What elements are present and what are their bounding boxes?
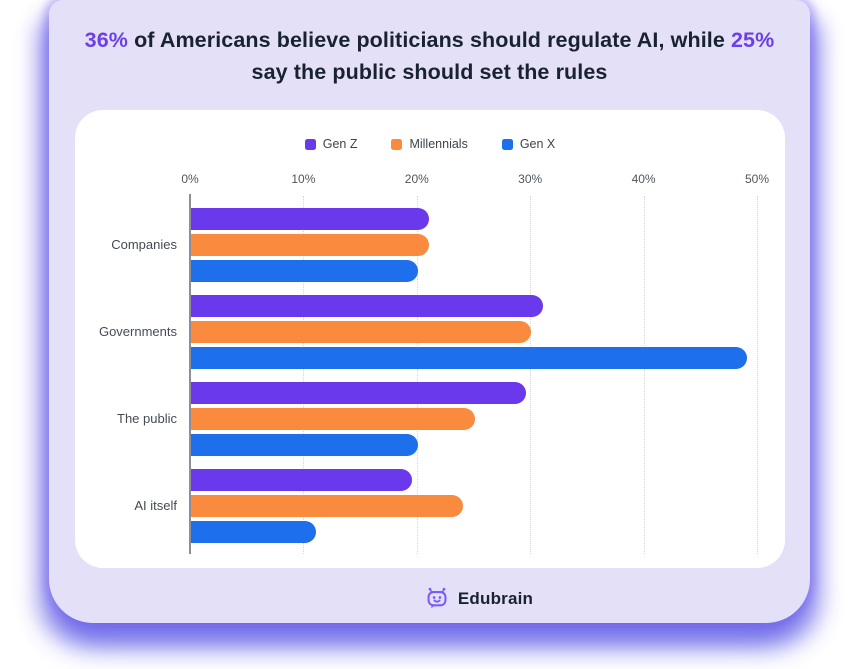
chart-card: Gen Z Millennials Gen X Companies Governmen… — [75, 110, 785, 568]
legend-item-gen-z: Gen Z — [304, 137, 358, 151]
title-line-1: 36% of Americans believe politicians sho… — [49, 24, 810, 56]
x-axis-tick: 40% — [631, 172, 656, 186]
gridline — [643, 196, 645, 554]
category-label-companies: Companies — [111, 237, 177, 252]
legend-swatch-millennials — [391, 138, 403, 150]
legend-item-gen-x: Gen X — [501, 137, 556, 151]
bar-millennials-the-public — [191, 408, 475, 430]
legend-label: Gen Z — [322, 137, 358, 151]
plot-area: Companies Governments The public AI itself — [75, 194, 785, 558]
gridline — [416, 196, 418, 554]
chart-title: 36% of Americans believe politicians sho… — [49, 24, 810, 88]
bar-gen-x-governments — [191, 347, 747, 369]
bar-millennials-ai-itself — [191, 495, 464, 517]
x-axis-tick: 30% — [518, 172, 543, 186]
bar-gen-z-governments — [191, 295, 543, 317]
infographic-panel: 36% of Americans believe politicians sho… — [49, 0, 810, 623]
bar-gen-z-companies — [191, 208, 430, 230]
bar-millennials-governments — [191, 321, 532, 343]
category-label-governments: Governments — [98, 324, 177, 339]
legend-swatch-gen-z — [304, 138, 316, 150]
bar-gen-z-the-public — [191, 382, 526, 404]
title-line-2: say the public should set the rules — [251, 60, 608, 84]
category-label-the-public: The public — [117, 411, 177, 426]
category-label-ai-itself: AI itself — [134, 498, 177, 513]
y-axis-line — [189, 194, 191, 554]
gridline — [530, 196, 532, 554]
legend-item-millennials: Millennials — [391, 137, 468, 151]
legend-label: Gen X — [519, 137, 556, 151]
x-axis-tick: 0% — [181, 172, 199, 186]
x-axis-tick: 10% — [291, 172, 316, 186]
legend-label: Millennials — [409, 137, 468, 151]
bar-millennials-companies — [191, 234, 430, 256]
title-line1-text: of Americans believe politicians should … — [128, 28, 731, 52]
title-accent-25: 25% — [730, 28, 775, 52]
bar-gen-x-the-public — [191, 434, 418, 456]
bar-gen-x-companies — [191, 260, 418, 282]
x-axis-tick: 20% — [404, 172, 429, 186]
gridline — [303, 196, 305, 554]
title-accent-36: 36% — [84, 28, 128, 52]
bar-gen-z-ai-itself — [191, 469, 413, 491]
gridline — [757, 196, 758, 554]
brand-name: Edubrain — [457, 589, 534, 608]
legend-swatch-gen-x — [501, 138, 513, 150]
x-axis-tick: 50% — [744, 172, 770, 186]
bar-gen-x-ai-itself — [191, 521, 316, 543]
robot-chat-bubble-icon — [424, 586, 450, 612]
brand-footer: Edubrain — [98, 586, 859, 612]
legend: Gen Z Millennials Gen X — [75, 137, 785, 151]
